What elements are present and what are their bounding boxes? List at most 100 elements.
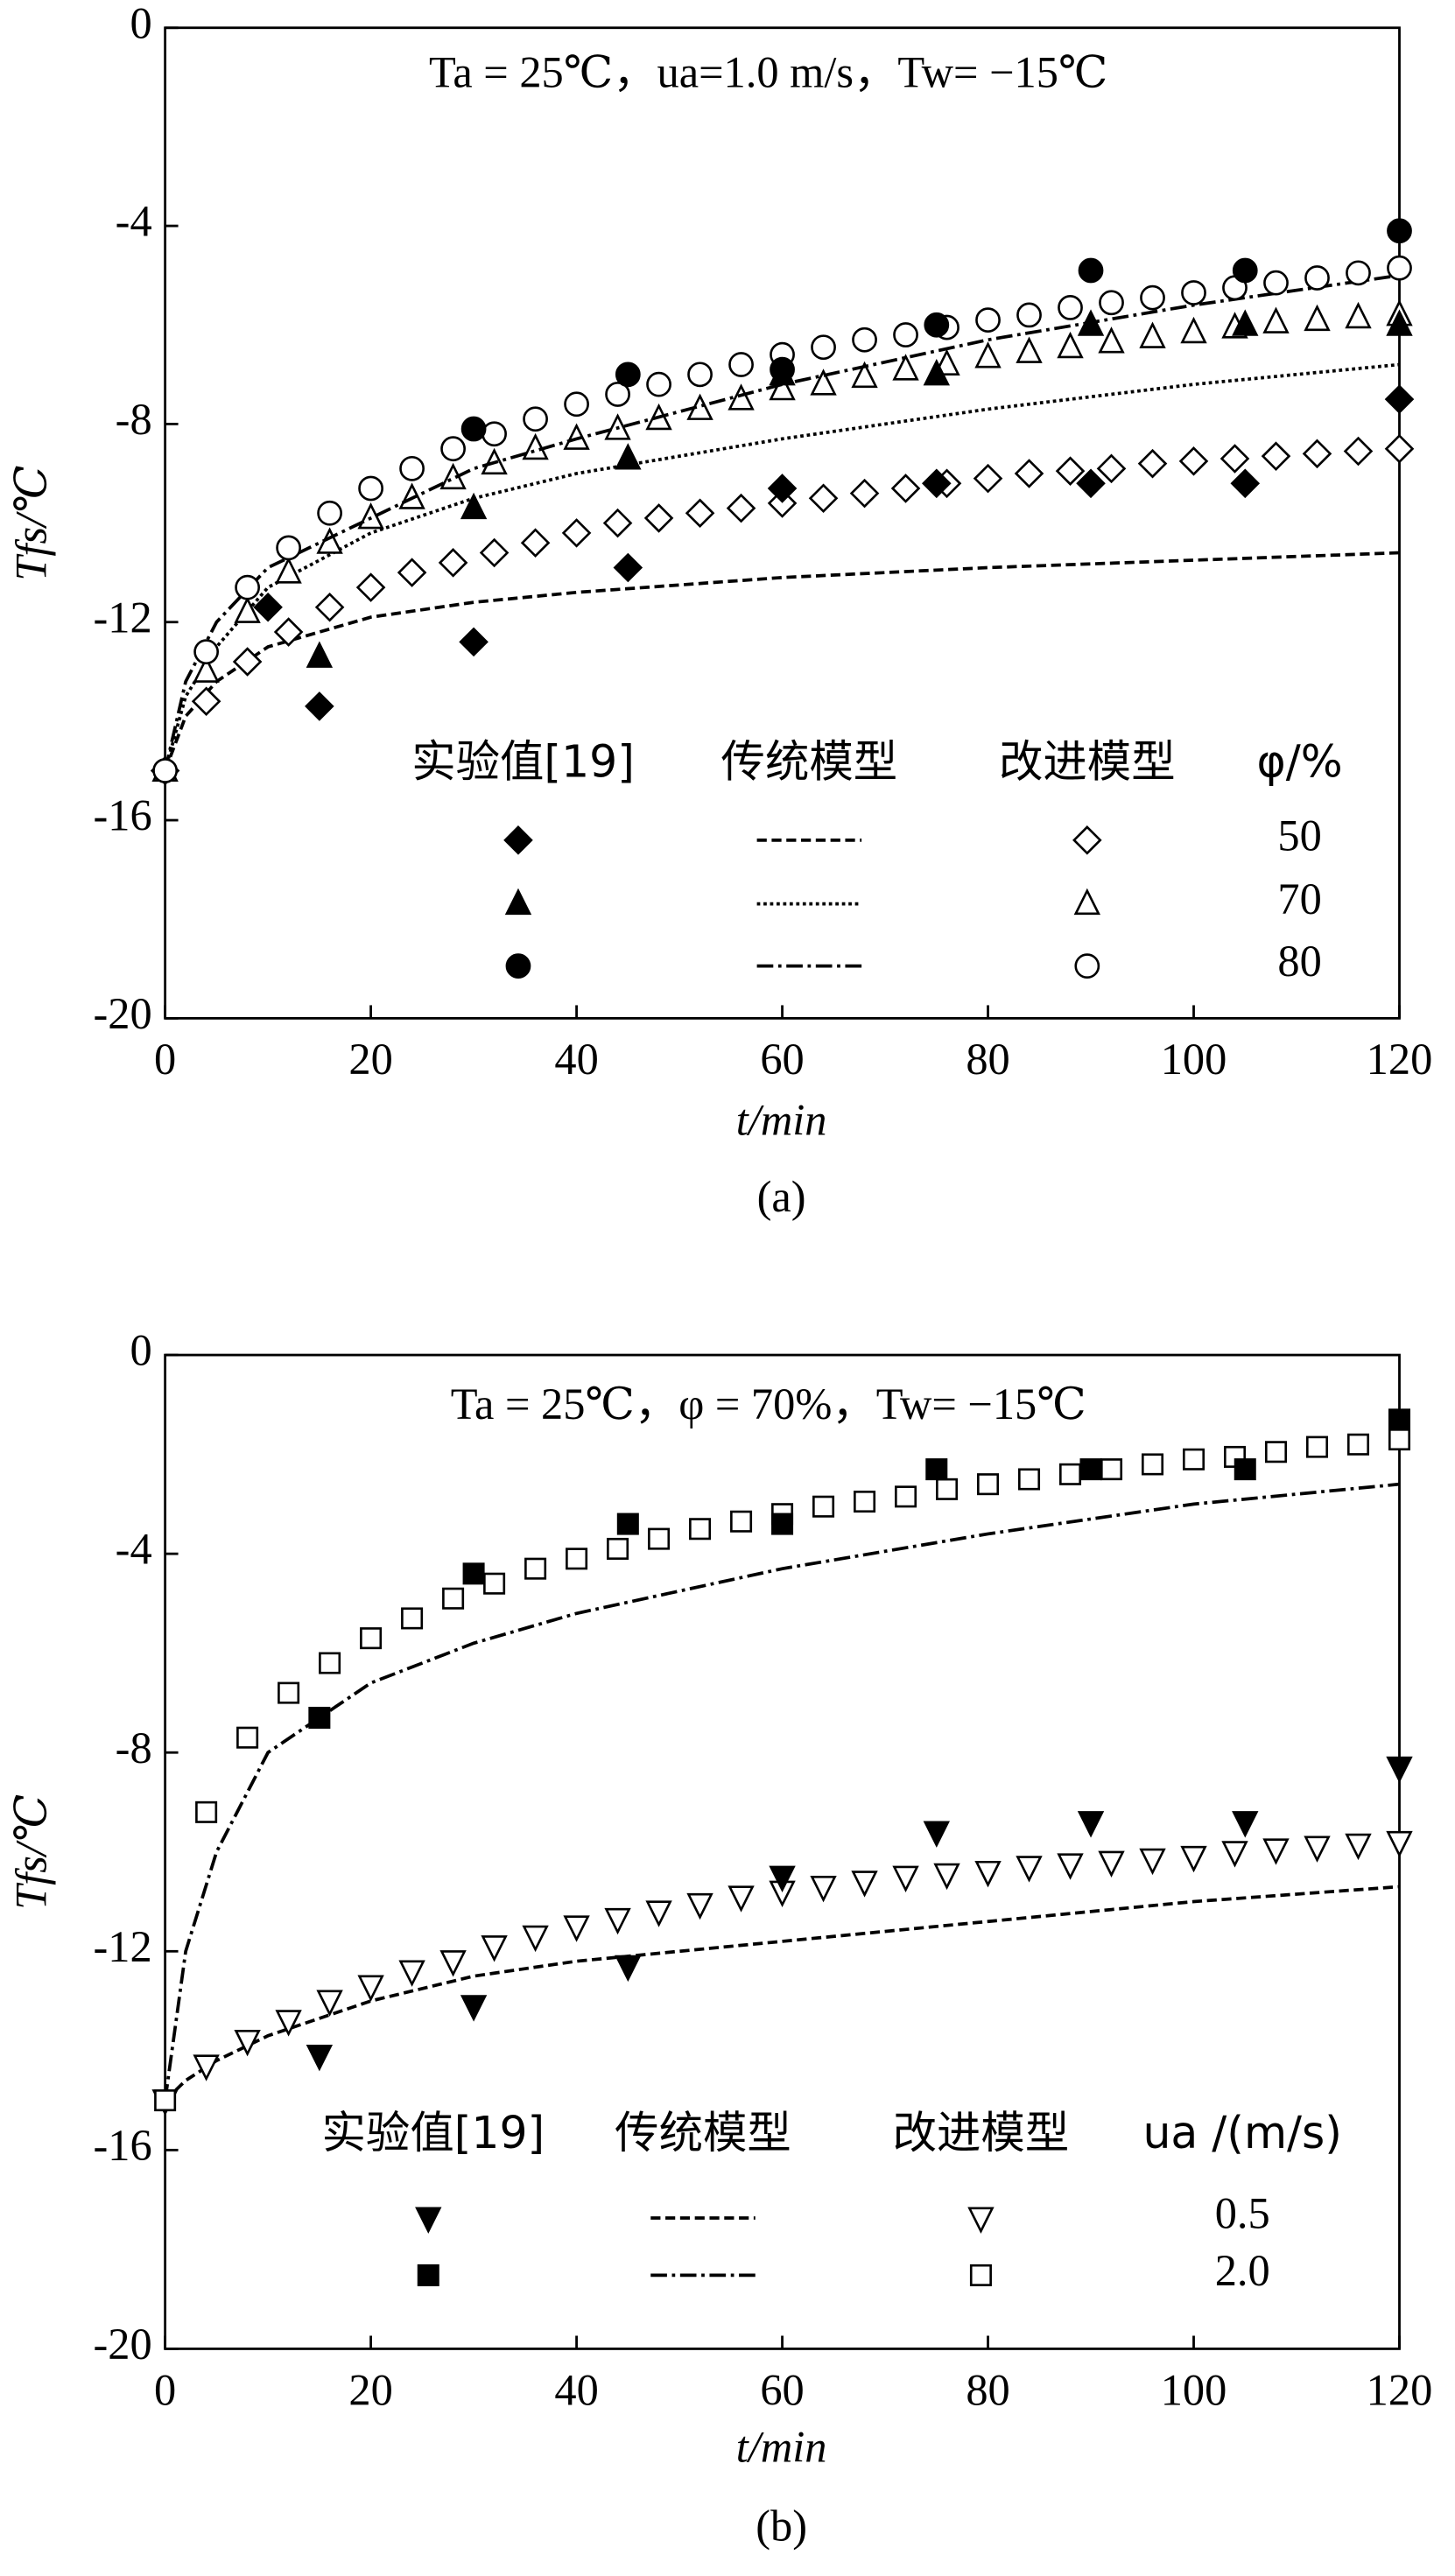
- improved-marker: [812, 1495, 835, 1518]
- improved-marker: [1142, 1453, 1164, 1476]
- improved-marker: [728, 383, 755, 411]
- improved-marker: [524, 1557, 547, 1580]
- annotation: Ta = 25℃，φ = 70%，Tw= −15℃: [451, 1379, 1086, 1428]
- improved-marker: [566, 1548, 588, 1570]
- improved-marker: [726, 493, 756, 523]
- improved-marker: [314, 592, 345, 622]
- legend-label: 80: [1277, 937, 1321, 986]
- experimental-marker: [306, 2044, 334, 2072]
- experimental-marker: [1078, 257, 1104, 284]
- improved-marker: [1014, 459, 1044, 488]
- improved-marker: [438, 548, 468, 578]
- improved-marker: [195, 1800, 218, 1823]
- improved-marker: [481, 421, 507, 447]
- x-tick-label: 80: [966, 2365, 1009, 2414]
- legend-symbol: [969, 2264, 992, 2286]
- improved-marker: [895, 1485, 917, 1508]
- y-tick-label: -4: [116, 197, 152, 246]
- improved-marker: [1304, 304, 1331, 332]
- y-tick-label: -8: [116, 1723, 152, 1772]
- x-tick-label: 40: [554, 1035, 598, 1084]
- improved-marker: [604, 1907, 631, 1935]
- improved-marker: [849, 478, 880, 509]
- improved-marker: [1018, 1468, 1041, 1491]
- legend-symbol: [505, 953, 531, 979]
- legend-header: ua /(m/s): [1142, 2107, 1342, 2158]
- x-tick-label: 0: [154, 2365, 176, 2414]
- improved-marker: [1057, 331, 1084, 359]
- experimental-marker: [923, 1821, 950, 1848]
- experimental-marker: [924, 312, 950, 338]
- x-tick-label: 40: [554, 2365, 598, 2414]
- legend-symbol: [967, 2207, 995, 2234]
- improved-marker: [278, 1681, 300, 1704]
- legend-header: φ/%: [1257, 735, 1343, 787]
- improved-marker: [232, 647, 263, 677]
- experimental-marker: [460, 1995, 488, 2022]
- y-tick-label: -20: [93, 2320, 151, 2369]
- experimental-marker: [616, 1513, 639, 1535]
- improved-marker: [1262, 1838, 1290, 1865]
- improved-marker: [319, 1652, 341, 1674]
- improved-marker: [1388, 1428, 1411, 1451]
- improved-marker: [975, 307, 1001, 333]
- legend-header: 实验值[19]: [322, 2107, 545, 2158]
- improved-marker: [317, 500, 342, 526]
- experimental-marker: [1076, 468, 1106, 499]
- improved-marker: [1343, 436, 1374, 467]
- x-tick-label: 20: [348, 2365, 392, 2414]
- improved-marker: [439, 1950, 467, 1977]
- y-axis-label: Tfs/℃: [7, 466, 56, 581]
- improved-marker: [563, 1915, 590, 1942]
- improved-marker: [1099, 290, 1124, 316]
- y-tick-label: -20: [93, 989, 151, 1038]
- experimental-marker: [460, 416, 487, 442]
- improved-marker: [355, 572, 386, 602]
- improved-marker: [893, 322, 918, 347]
- improved-marker: [398, 1960, 425, 1987]
- improved-marker: [1346, 1433, 1370, 1456]
- improved-marker: [358, 475, 383, 502]
- legend-label: 70: [1277, 874, 1321, 923]
- experimental-marker: [613, 552, 643, 583]
- experimental-marker: [1232, 309, 1259, 336]
- improved-marker: [357, 502, 384, 530]
- experimental-marker: [308, 1706, 331, 1729]
- improved-marker: [1100, 1458, 1123, 1481]
- improved-marker: [892, 354, 919, 381]
- experimental-marker: [1079, 1458, 1102, 1481]
- improved-marker: [974, 1860, 1002, 1888]
- experimental-marker: [460, 492, 488, 520]
- improved-marker: [1139, 321, 1166, 348]
- improved-marker: [1139, 1848, 1166, 1876]
- improved-marker: [689, 1518, 712, 1541]
- legend-symbol: [415, 2207, 442, 2234]
- improved-marker: [191, 686, 221, 717]
- improved-marker: [686, 1892, 713, 1920]
- legend-label: 2.0: [1215, 2246, 1270, 2295]
- improved-marker: [1262, 306, 1290, 333]
- y-tick-label: 0: [130, 1326, 151, 1375]
- improved-marker: [1180, 316, 1207, 344]
- experimental-marker: [615, 361, 641, 388]
- improved-marker: [1016, 302, 1042, 328]
- improved-marker: [851, 361, 878, 389]
- improved-marker: [1304, 265, 1330, 291]
- x-tick-label: 60: [760, 1035, 804, 1084]
- improved-marker: [522, 1925, 549, 1953]
- experimental-marker: [615, 443, 642, 470]
- improved-marker: [1386, 1830, 1413, 1858]
- experimental-marker: [1077, 1811, 1105, 1838]
- improved-marker: [234, 2029, 261, 2057]
- improved-marker: [1264, 1441, 1288, 1463]
- experimental-marker: [459, 627, 489, 657]
- improved-marker: [360, 1627, 383, 1650]
- improved-marker: [973, 463, 1003, 494]
- improved-marker: [193, 656, 220, 683]
- improved-marker: [646, 371, 671, 397]
- improved-marker: [439, 462, 467, 490]
- improved-marker: [154, 2089, 177, 2112]
- improved-marker: [936, 1478, 959, 1500]
- improved-marker: [564, 391, 589, 418]
- improved-marker: [852, 326, 877, 353]
